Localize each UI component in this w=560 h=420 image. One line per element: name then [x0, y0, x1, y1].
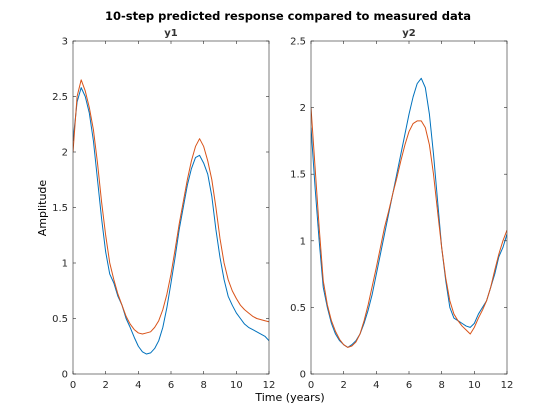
y-tick-label-y1: 0.5: [52, 314, 68, 325]
x-tick-label-y1: 8: [200, 380, 206, 391]
y-tick-label-y1: 3: [62, 37, 68, 48]
y-axis-label: Amplitude: [36, 180, 49, 237]
x-tick-label-y2: 6: [406, 380, 412, 391]
y-tick-label-y1: 1: [62, 259, 68, 270]
subplot-title-y1: y1: [164, 28, 178, 39]
y-tick-label-y2: 2.5: [290, 37, 306, 48]
y-tick-label-y1: 2.5: [52, 92, 68, 103]
y-tick-label-y2: 2: [300, 103, 306, 114]
y-tick-label-y1: 2: [62, 148, 68, 159]
x-tick-label-y2: 2: [340, 380, 346, 391]
plot-area-y2: [311, 41, 507, 374]
axes-y1: 0 2 4 6 8 10 12 0 0.5 1 1.5 2 2.5 3 y1: [52, 28, 275, 391]
x-tick-label-y2: 4: [373, 380, 379, 391]
figure-title: 10-step predicted response compared to m…: [105, 9, 471, 23]
series-predicted-line-y2: [311, 107, 507, 348]
x-tick-label-y1: 10: [230, 380, 243, 391]
y-tick-label-y2: 1: [300, 236, 306, 247]
x-tick-label-y1: 12: [263, 380, 276, 391]
y-tick-label-y2: 1.5: [290, 170, 306, 181]
y-tick-label-y2: 0.5: [290, 303, 306, 314]
subplot-title-y2: y2: [402, 28, 416, 39]
y-tick-label-y1: 1.5: [52, 203, 68, 214]
x-tick-label-y2: 10: [468, 380, 481, 391]
x-tick-label-y1: 6: [168, 380, 174, 391]
x-tick-label-y2: 8: [438, 380, 444, 391]
series-predicted-line-y1: [73, 79, 269, 335]
y-tick-label-y2: 0: [300, 370, 306, 381]
x-tick-label-y2: 0: [308, 380, 314, 391]
y-tick-label-y1: 0: [62, 370, 68, 381]
x-tick-label-y1: 2: [102, 380, 108, 391]
x-axis-label: Time (years): [254, 391, 324, 404]
axes-y2: 0 2 4 6 8 10 12 0 0.5 1 1.5 2 2.5 y2: [290, 28, 513, 391]
plot-area-y1: [73, 41, 269, 374]
x-tick-label-y2: 12: [501, 380, 514, 391]
x-tick-label-y1: 0: [70, 380, 76, 391]
series-measured-line-y1: [73, 87, 269, 355]
x-tick-label-y1: 4: [135, 380, 141, 391]
